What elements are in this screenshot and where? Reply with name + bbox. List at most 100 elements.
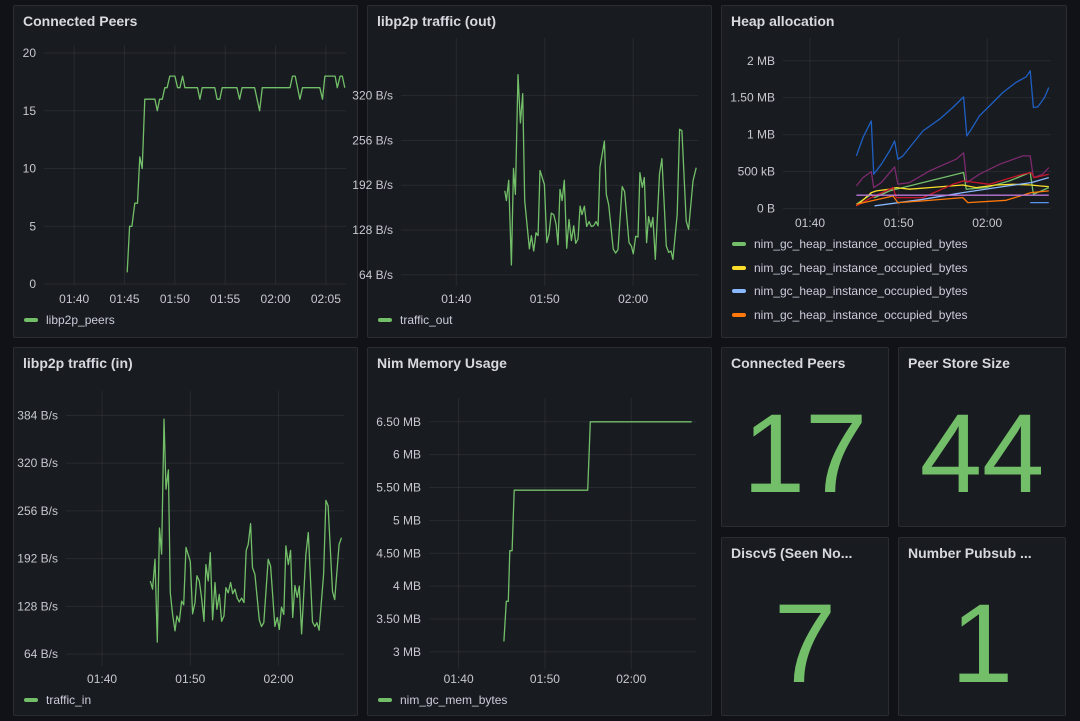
y-tick-label: 1 MB bbox=[747, 128, 775, 142]
y-tick-label: 64 B/s bbox=[24, 647, 58, 661]
x-tick-label: 01:55 bbox=[210, 292, 240, 306]
y-tick-label: 0 bbox=[29, 277, 36, 291]
y-tick-label: 500 kB bbox=[738, 165, 775, 179]
heap-allocation-chart-panel: Heap allocation 0 B 500 kB 1 MB 1.50 MB 2 MB… bbox=[721, 5, 1067, 338]
legend-item[interactable]: nim_gc_mem_bytes bbox=[378, 693, 507, 707]
legend-item[interactable]: traffic_in bbox=[24, 693, 91, 707]
legend-label: nim_gc_mem_bytes bbox=[400, 693, 508, 707]
x-tick-label: 01:40 bbox=[441, 292, 471, 306]
x-tick-label: 01:50 bbox=[530, 672, 560, 686]
series-line[interactable] bbox=[855, 183, 1049, 207]
traffic-out-chart-panel: libp2p traffic (out) 64 B/s 128 B/s 192 B/… bbox=[352, 5, 712, 338]
series-line[interactable] bbox=[149, 418, 343, 643]
legend-swatch-icon bbox=[732, 289, 746, 293]
legend-swatch-icon bbox=[378, 318, 392, 322]
y-tick-label: 192 B/s bbox=[17, 552, 58, 566]
legend-swatch-icon bbox=[24, 698, 38, 702]
y-tick-label: 320 B/s bbox=[17, 456, 58, 470]
y-tick-label: 10 bbox=[23, 162, 37, 176]
stat-value: 1 bbox=[950, 581, 1014, 706]
x-tick-label: 02:00 bbox=[616, 672, 646, 686]
series-line[interactable] bbox=[503, 421, 692, 642]
stat-title[interactable]: Discv5 (Seen No... bbox=[731, 545, 853, 561]
x-tick-label: 01:50 bbox=[160, 292, 190, 306]
y-tick-label: 2 MB bbox=[747, 54, 775, 68]
chart-plot[interactable]: 64 B/s 128 B/s 192 B/s 256 B/s 320 B/s 01:40 0… bbox=[352, 6, 711, 337]
y-tick-label: 15 bbox=[23, 104, 37, 118]
x-tick-label: 02:00 bbox=[618, 292, 648, 306]
stat-panel-peer-store-size: Peer Store Size 44 bbox=[898, 347, 1066, 527]
legend-swatch-icon bbox=[378, 698, 392, 702]
y-tick-label: 0 B bbox=[757, 202, 775, 216]
y-tick-label: 6.50 MB bbox=[376, 415, 421, 429]
y-tick-label: 128 B/s bbox=[352, 223, 393, 237]
panel-title[interactable]: libp2p traffic (out) bbox=[377, 13, 496, 29]
stat-title[interactable]: Connected Peers bbox=[731, 355, 846, 371]
chart-plot[interactable]: 0 5 10 15 20 01:40 01:45 01:50 01:55 02:00 02:05 bbox=[14, 6, 357, 337]
y-tick-label: 5 bbox=[29, 219, 36, 233]
legend-swatch-icon bbox=[732, 265, 746, 270]
panel-title[interactable]: Heap allocation bbox=[731, 13, 835, 29]
y-tick-label: 5.50 MB bbox=[376, 481, 421, 495]
chart-plot[interactable]: 3 MB 3.50 MB 4 MB 4.50 MB 5 MB 5.50 MB 6 MB 6.5… bbox=[368, 348, 711, 715]
legend-swatch-icon bbox=[732, 242, 746, 246]
y-tick-label: 384 B/s bbox=[17, 408, 58, 422]
y-tick-label: 256 B/s bbox=[17, 504, 58, 518]
series-line[interactable] bbox=[126, 75, 346, 273]
y-tick-label: 20 bbox=[23, 46, 37, 60]
y-tick-label: 1.50 MB bbox=[730, 91, 775, 105]
panel-title[interactable]: Nim Memory Usage bbox=[377, 355, 507, 371]
stat-value: 7 bbox=[773, 581, 837, 706]
legend-label: nim_gc_heap_instance_occupied_bytes bbox=[754, 307, 968, 322]
y-tick-label: 128 B/s bbox=[17, 599, 58, 613]
legend-label: traffic_in bbox=[46, 693, 92, 707]
stat-panel-discv5-seen-nodes: Discv5 (Seen No... 7 bbox=[721, 537, 889, 716]
y-tick-label: 4.50 MB bbox=[376, 546, 421, 560]
y-tick-label: 192 B/s bbox=[352, 178, 393, 192]
legend-item[interactable]: nim_gc_heap_instance_occupied_bytes bbox=[732, 261, 968, 275]
chart-plot[interactable]: 0 B 500 kB 1 MB 1.50 MB 2 MB 01:40 01:50 02:00 bbox=[722, 6, 1066, 337]
series-line[interactable] bbox=[504, 74, 697, 266]
stat-title[interactable]: Number Pubsub ... bbox=[908, 545, 1032, 561]
x-tick-label: 02:05 bbox=[311, 292, 341, 306]
traffic-in-chart-panel: libp2p traffic (in) 64 B/s 128 B/s 192 B/s… bbox=[13, 347, 358, 716]
x-tick-label: 01:40 bbox=[59, 292, 89, 306]
series-line[interactable] bbox=[855, 152, 1050, 189]
stat-value: 17 bbox=[742, 391, 868, 516]
legend-label: nim_gc_heap_instance_occupied_bytes bbox=[754, 237, 968, 251]
y-tick-label: 256 B/s bbox=[352, 133, 393, 147]
y-tick-label: 320 B/s bbox=[352, 89, 393, 103]
x-tick-label: 01:40 bbox=[444, 672, 474, 686]
connected-peers-chart-panel: Connected Peers 0 5 10 15 20 01:40 01:45 01:50 0… bbox=[13, 5, 358, 338]
legend-item[interactable]: nim_gc_heap_instance_occupied_bytes bbox=[732, 284, 968, 298]
legend-item[interactable]: nim_gc_heap_instance_occupied_bytes bbox=[732, 237, 968, 251]
chart-plot[interactable]: 64 B/s 128 B/s 192 B/s 256 B/s 320 B/s 384 B/… bbox=[14, 348, 357, 715]
x-tick-label: 02:00 bbox=[972, 216, 1002, 230]
y-tick-label: 64 B/s bbox=[359, 268, 393, 282]
legend-label: traffic_out bbox=[400, 313, 453, 327]
legend-label: nim_gc_heap_instance_occupied_bytes bbox=[754, 284, 968, 298]
legend-item[interactable]: libp2p_peers bbox=[24, 313, 115, 327]
x-tick-label: 01:50 bbox=[530, 292, 560, 306]
stat-title[interactable]: Peer Store Size bbox=[908, 355, 1010, 371]
x-tick-label: 01:50 bbox=[175, 672, 205, 686]
y-tick-label: 6 MB bbox=[393, 448, 421, 462]
series-line[interactable] bbox=[855, 70, 1050, 175]
x-tick-label: 01:45 bbox=[110, 292, 140, 306]
series-line[interactable] bbox=[856, 171, 1049, 207]
y-tick-label: 3 MB bbox=[393, 645, 421, 659]
y-tick-label: 5 MB bbox=[393, 513, 421, 527]
x-tick-label: 01:40 bbox=[795, 216, 825, 230]
legend-swatch-icon bbox=[24, 318, 38, 322]
panel-title[interactable]: Connected Peers bbox=[23, 13, 138, 29]
panel-title[interactable]: libp2p traffic (in) bbox=[23, 355, 133, 371]
legend-swatch-icon bbox=[732, 312, 746, 317]
stat-panel-number-pubsub: Number Pubsub ... 1 bbox=[898, 537, 1066, 716]
stat-panel-connected-peers: Connected Peers 17 bbox=[721, 347, 889, 527]
legend-item[interactable]: nim_gc_heap_instance_occupied_bytes bbox=[732, 308, 968, 322]
series-line[interactable] bbox=[856, 190, 1049, 205]
legend-label: nim_gc_heap_instance_occupied_bytes bbox=[754, 260, 968, 275]
series-line[interactable] bbox=[874, 176, 1049, 207]
y-tick-label: 4 MB bbox=[393, 579, 421, 593]
legend-item[interactable]: traffic_out bbox=[378, 313, 452, 327]
